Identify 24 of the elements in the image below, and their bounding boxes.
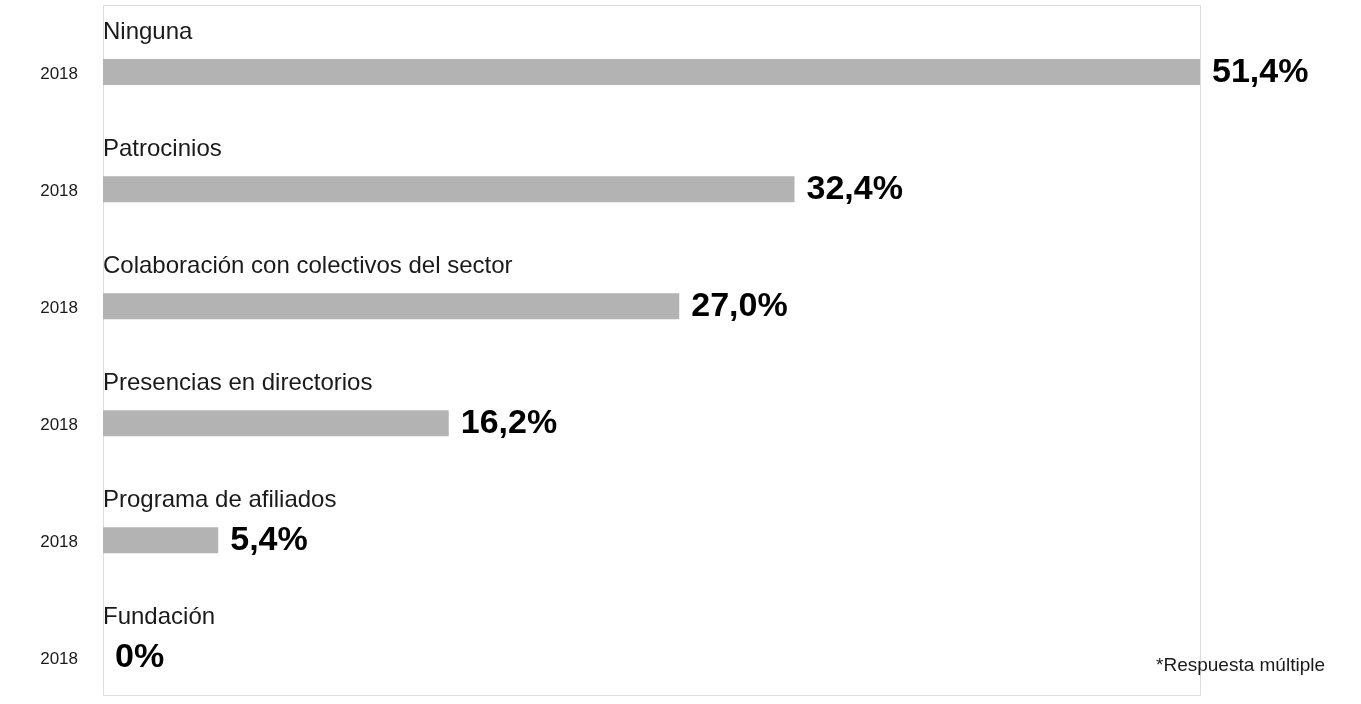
y-tick-label: Colaboración con colectivos del sector bbox=[103, 251, 513, 279]
data-label: 27,0% bbox=[691, 285, 788, 324]
data-label: 51,4% bbox=[1212, 51, 1309, 90]
text: 2018 bbox=[40, 298, 78, 318]
bar bbox=[103, 293, 680, 320]
data-label: 0% bbox=[115, 636, 165, 675]
text: 2018 bbox=[40, 415, 78, 435]
bar bbox=[103, 176, 795, 203]
annotation: *Respuesta múltiple bbox=[1156, 654, 1325, 675]
bar bbox=[103, 59, 1200, 86]
text: 2018 bbox=[40, 649, 78, 669]
bar bbox=[103, 527, 219, 554]
y-tick-label: Ninguna bbox=[103, 17, 194, 45]
data-label: 32,4% bbox=[806, 168, 903, 207]
y-tick-label: Patrocinios bbox=[103, 134, 222, 162]
data-label: 16,2% bbox=[460, 402, 558, 441]
bar bbox=[103, 410, 449, 437]
text: 2018 bbox=[40, 532, 78, 552]
y-tick-label: Fundación bbox=[103, 602, 216, 630]
y-tick-label: Presencias en directorios bbox=[103, 368, 373, 396]
series-label: 2018 bbox=[40, 64, 78, 84]
data-label: 5,4% bbox=[230, 519, 308, 558]
y-tick-label: Programa de afiliados bbox=[103, 485, 337, 513]
text: 2018 bbox=[40, 181, 78, 201]
